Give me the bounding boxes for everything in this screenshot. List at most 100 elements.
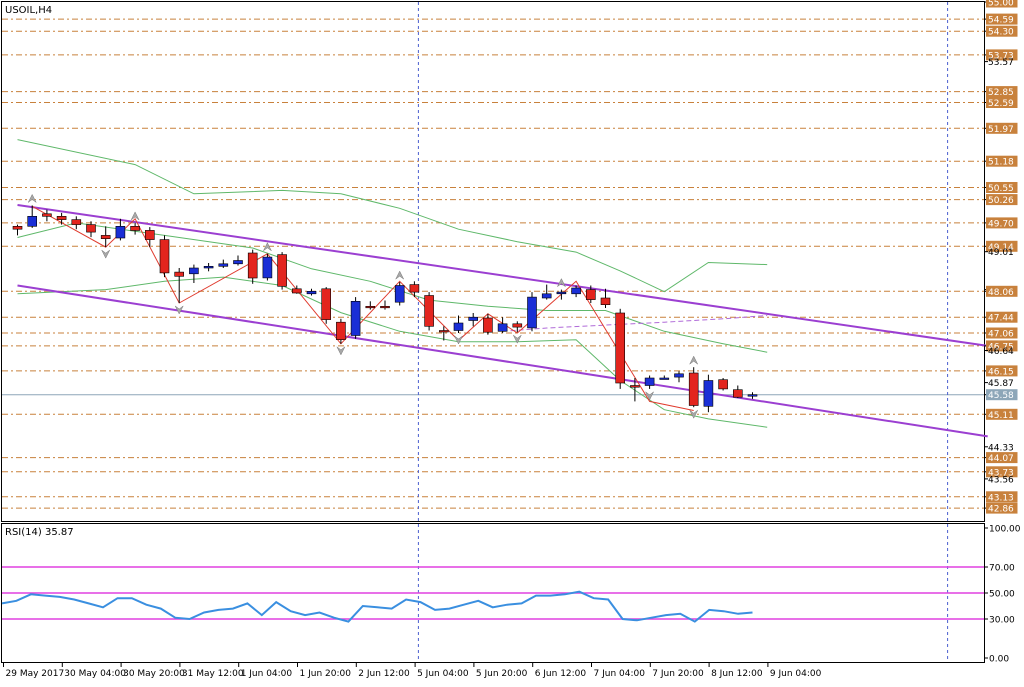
- bear-candle-body: [100, 235, 111, 239]
- rsi-axis: 100.00 70.00 50.00 30.00 0.00: [984, 525, 1021, 665]
- bear-candle-body: [424, 295, 434, 327]
- price-tag-box: [986, 327, 1018, 339]
- fractal-down-marker: [336, 346, 346, 356]
- time-tick-label: 9 Jun 04:00: [770, 669, 822, 679]
- candle: [189, 264, 199, 283]
- candle: [556, 289, 567, 300]
- bear-candle-body: [512, 323, 523, 328]
- rsi-indicator: [1, 566, 984, 623]
- time-tick: 30 May 04:00: [61, 662, 126, 679]
- time-tick: 7 Jun 04:00: [591, 662, 646, 679]
- price-level-tag: 45.58: [984, 389, 1018, 401]
- time-tick-label: 30 May 04:00: [64, 669, 126, 679]
- price-tag-label: 52.85: [988, 88, 1014, 98]
- rsi-line: [1, 590, 753, 623]
- price-tag-box: [986, 97, 1018, 108]
- price-level-tag: 54.30: [984, 25, 1018, 38]
- bear-candle-body: [688, 372, 699, 406]
- candle: [115, 218, 126, 241]
- price-level-tag: 46.15: [984, 365, 1018, 377]
- fractal-down-marker: [689, 409, 698, 419]
- time-tick: 29 May 2017: [3, 662, 65, 679]
- bear-candle-body: [321, 288, 332, 320]
- moving-average-line: [502, 315, 768, 332]
- bull-candle-body: [747, 394, 758, 397]
- price-level-tag: 45.11: [984, 408, 1018, 421]
- time-tick: 6 Jun 12:00: [532, 662, 587, 679]
- price-tag-box: [986, 13, 1018, 25]
- time-tick: 1 Jun 04:00: [238, 662, 292, 679]
- price-tag-label: 42.86: [988, 505, 1014, 515]
- time-tick: 31 May 12:00: [179, 662, 244, 679]
- price-level-tag: 50.55: [984, 182, 1018, 194]
- candle: [365, 301, 376, 310]
- price-tag-label: 52.59: [988, 99, 1014, 109]
- rsi-tick-label: 100.00: [989, 525, 1021, 535]
- bull-candle-body: [556, 291, 567, 295]
- price-level-tag: 45.87: [984, 379, 1014, 389]
- price-level-tag: 53.73: [984, 49, 1018, 61]
- bull-candle-body: [218, 263, 229, 267]
- main-chart-frame: [1, 1, 985, 522]
- fractal-down-marker: [513, 334, 522, 344]
- bear-candle-body: [56, 216, 67, 220]
- fractal-down-marker: [101, 249, 110, 259]
- time-tick-label: 6 Jun 12:00: [535, 669, 587, 679]
- price-tag-label: 47.44: [988, 314, 1014, 324]
- fractal-down-marker: [454, 335, 463, 345]
- bear-candle-body: [380, 305, 390, 309]
- fractal-up-marker: [27, 193, 37, 203]
- fractal-up-marker: [395, 270, 404, 280]
- candle: [262, 253, 273, 281]
- bear-candle-body: [438, 330, 449, 333]
- price-tag-label: 51.18: [988, 158, 1014, 168]
- price-tag-box: [986, 408, 1018, 420]
- price-level-tag: 49.70: [984, 217, 1018, 229]
- price-tag-box: [986, 25, 1018, 37]
- rsi-label: RSI(14) 35.87: [5, 527, 74, 538]
- candle: [747, 392, 758, 399]
- candle: [321, 287, 332, 324]
- fractal-up-marker: [263, 242, 272, 251]
- bull-candle-body: [203, 265, 214, 269]
- fractal-up-marker: [689, 355, 698, 365]
- candle: [291, 285, 302, 294]
- price-level-tag: 43.73: [984, 466, 1018, 478]
- price-tag-label: 50.26: [988, 196, 1014, 206]
- bear-candle-body: [600, 297, 611, 305]
- price-level-tag: 47.06: [984, 327, 1018, 340]
- candle: [659, 375, 670, 380]
- price-level-tag: 44.33: [984, 443, 1014, 453]
- candle: [12, 224, 23, 236]
- price-tag-box: [986, 0, 1018, 8]
- bull-candle-body: [541, 293, 552, 299]
- bollinger-lower-line: [17, 276, 768, 428]
- time-tick-label: 2 Jun 12:00: [358, 669, 410, 679]
- price-level-tag: 43.13: [984, 491, 1018, 503]
- bull-candle-body: [306, 290, 317, 295]
- bear-candle-body: [86, 224, 96, 233]
- fractal-up-marker: [130, 211, 140, 221]
- candle: [130, 222, 140, 235]
- bull-candle-body: [571, 287, 581, 295]
- bull-candle-body: [659, 377, 670, 380]
- time-tick: 7 Jun 20:00: [649, 662, 704, 679]
- bear-candle-body: [585, 289, 596, 300]
- time-tick-label: 7 Jun 04:00: [594, 669, 646, 679]
- price-level-tag: 49.01: [984, 248, 1014, 258]
- time-tick-label: 7 Jun 20:00: [652, 669, 704, 679]
- price-level-tag: 52.85: [984, 86, 1018, 98]
- candle: [174, 268, 184, 303]
- price-level-tag: 55.00: [984, 0, 1018, 9]
- candlesticks: [12, 205, 758, 413]
- bear-candle-body: [409, 284, 420, 293]
- bear-candle-body: [483, 317, 493, 333]
- candle: [71, 216, 82, 230]
- price-tag-label: 49.70: [988, 219, 1014, 229]
- price-tag-label: 53.57: [988, 58, 1014, 68]
- time-tick-label: 31 May 12:00: [182, 669, 244, 679]
- time-tick-label: 29 May 2017: [6, 669, 65, 679]
